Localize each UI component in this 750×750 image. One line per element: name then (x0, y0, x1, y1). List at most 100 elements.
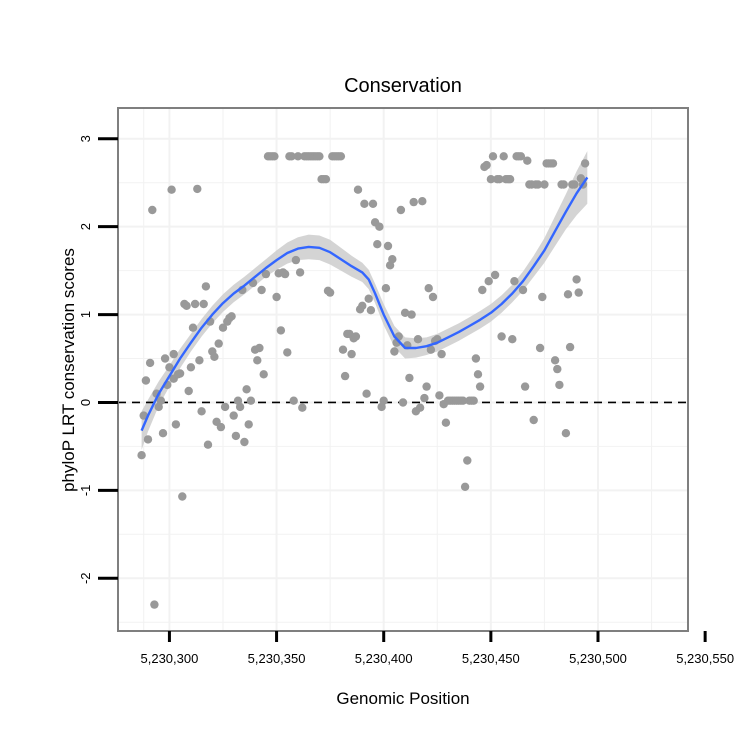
data-point (289, 396, 298, 405)
data-point (490, 270, 500, 280)
data-point (336, 152, 346, 161)
data-point (197, 407, 206, 416)
confidence-ribbon-layer (141, 151, 588, 450)
data-point (244, 420, 253, 429)
data-point (353, 185, 363, 194)
x-tick-label: 5,230,300 (141, 651, 199, 666)
data-point (458, 396, 468, 405)
data-point (441, 418, 451, 427)
data-point (261, 269, 271, 279)
data-point (535, 343, 545, 353)
data-point (574, 288, 583, 297)
panel-border (117, 107, 689, 632)
data-point (510, 277, 519, 286)
x-tick-label: 5,230,550 (676, 651, 734, 666)
data-point (216, 422, 226, 432)
data-point (214, 339, 223, 348)
data-point (405, 373, 414, 383)
data-point (529, 415, 538, 425)
y-axis-label: phyloP LRT conservation scores (59, 248, 78, 492)
data-point (293, 152, 303, 161)
data-point (475, 382, 485, 391)
data-point (235, 402, 245, 412)
data-point (484, 277, 493, 286)
data-point (141, 376, 151, 385)
data-point (538, 292, 547, 302)
data-point (482, 160, 491, 170)
data-point (188, 323, 198, 332)
data-point (199, 299, 208, 309)
data-point (400, 308, 410, 317)
x-tick-label: 5,230,500 (569, 651, 627, 666)
data-point (420, 393, 429, 403)
data-point (227, 312, 236, 321)
data-point (520, 382, 530, 391)
chart-title: Conservation (344, 75, 462, 97)
data-point (347, 349, 356, 359)
data-point (505, 175, 515, 184)
x-tick-label: 5,230,400 (355, 651, 413, 666)
data-point (169, 349, 178, 359)
data-point (471, 354, 481, 363)
data-point (381, 284, 391, 293)
data-point (362, 389, 371, 398)
data-point (201, 282, 211, 291)
data-point (516, 152, 526, 161)
data-point (298, 403, 307, 412)
data-point (422, 382, 431, 391)
data-point (413, 335, 423, 344)
x-tick-label: 5,230,350 (248, 651, 306, 666)
data-point (570, 180, 579, 189)
data-point (508, 335, 517, 344)
data-point (499, 152, 508, 161)
data-point (383, 241, 393, 251)
y-tick-label: 1 (78, 311, 93, 318)
data-point (259, 370, 268, 379)
data-point (229, 411, 238, 420)
data-point (167, 185, 176, 194)
data-point (182, 301, 191, 310)
data-point (550, 356, 560, 365)
data-point (203, 440, 213, 449)
data-point (193, 184, 202, 194)
data-point (338, 345, 348, 354)
confidence-ribbon (141, 151, 588, 450)
data-point (158, 429, 168, 438)
data-point (143, 435, 153, 444)
data-point (218, 323, 228, 332)
data-point (424, 284, 433, 293)
data-point (379, 396, 388, 405)
data-point (523, 156, 532, 165)
data-point (478, 285, 487, 295)
data-point (435, 391, 444, 400)
data-point (195, 356, 204, 365)
data-point (364, 294, 373, 303)
data-point (315, 152, 324, 161)
data-point (178, 492, 187, 501)
data-point (572, 275, 581, 284)
data-point (426, 345, 436, 354)
data-point (242, 385, 251, 394)
data-point (561, 429, 571, 438)
data-point (160, 354, 170, 363)
y-tick-label: 3 (78, 135, 93, 142)
data-point (565, 342, 575, 352)
data-point (360, 199, 369, 208)
data-point (246, 396, 256, 405)
data-point (540, 180, 549, 189)
data-point (407, 310, 416, 319)
y-axis: -2 -1 0 1 2 3 (78, 135, 118, 584)
data-point (548, 159, 558, 168)
data-point (488, 152, 498, 161)
data-point (555, 380, 564, 390)
data-point (156, 396, 166, 405)
data-point (358, 301, 367, 310)
plot-panel (118, 108, 688, 631)
data-point (409, 197, 418, 207)
data-point (563, 290, 573, 299)
data-point (145, 358, 155, 368)
smooth-line (140, 176, 589, 432)
data-point (240, 437, 249, 447)
data-point (559, 180, 568, 189)
